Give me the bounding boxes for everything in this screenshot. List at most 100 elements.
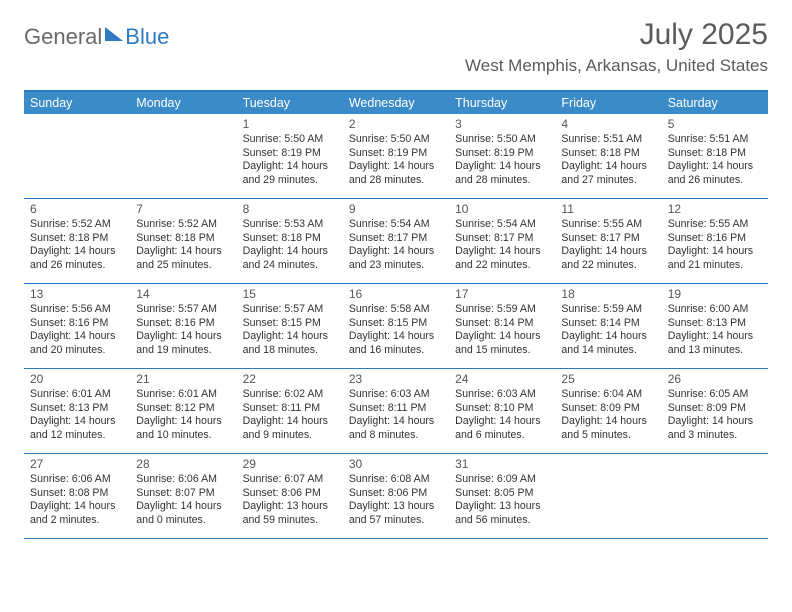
sunset-text: Sunset: 8:18 PM [243, 232, 337, 246]
day-number: 23 [349, 372, 443, 387]
sunrise-text: Sunrise: 6:04 AM [561, 388, 655, 402]
sunrise-text: Sunrise: 6:08 AM [349, 473, 443, 487]
calendar-day-cell: 8Sunrise: 5:53 AMSunset: 8:18 PMDaylight… [237, 199, 343, 283]
sunrise-text: Sunrise: 6:07 AM [243, 473, 337, 487]
sunset-text: Sunset: 8:16 PM [136, 317, 230, 331]
calendar-day-cell: 31Sunrise: 6:09 AMSunset: 8:05 PMDayligh… [449, 454, 555, 538]
sunrise-text: Sunrise: 5:59 AM [455, 303, 549, 317]
sunset-text: Sunset: 8:10 PM [455, 402, 549, 416]
sunset-text: Sunset: 8:05 PM [455, 487, 549, 501]
daylight-text: Daylight: 14 hours and 22 minutes. [561, 245, 655, 272]
calendar-day-cell: 12Sunrise: 5:55 AMSunset: 8:16 PMDayligh… [662, 199, 768, 283]
day-number: 28 [136, 457, 230, 472]
sunset-text: Sunset: 8:15 PM [243, 317, 337, 331]
daylight-text: Daylight: 14 hours and 26 minutes. [30, 245, 124, 272]
sunset-text: Sunset: 8:13 PM [668, 317, 762, 331]
calendar-day-cell: 29Sunrise: 6:07 AMSunset: 8:06 PMDayligh… [237, 454, 343, 538]
day-number: 16 [349, 287, 443, 302]
day-number: 29 [243, 457, 337, 472]
day-number: 12 [668, 202, 762, 217]
daylight-text: Daylight: 14 hours and 12 minutes. [30, 415, 124, 442]
sunset-text: Sunset: 8:19 PM [455, 147, 549, 161]
calendar-day-cell: 17Sunrise: 5:59 AMSunset: 8:14 PMDayligh… [449, 284, 555, 368]
day-number: 5 [668, 117, 762, 132]
calendar-week-row: 13Sunrise: 5:56 AMSunset: 8:16 PMDayligh… [24, 284, 768, 369]
sunrise-text: Sunrise: 6:03 AM [349, 388, 443, 402]
sunrise-text: Sunrise: 5:57 AM [136, 303, 230, 317]
calendar-day-cell: 4Sunrise: 5:51 AMSunset: 8:18 PMDaylight… [555, 114, 661, 198]
sunset-text: Sunset: 8:15 PM [349, 317, 443, 331]
calendar-day-cell: 30Sunrise: 6:08 AMSunset: 8:06 PMDayligh… [343, 454, 449, 538]
day-number: 6 [30, 202, 124, 217]
title-block: July 2025 West Memphis, Arkansas, United… [465, 18, 768, 76]
calendar-day-cell [555, 454, 661, 538]
sunrise-text: Sunrise: 5:52 AM [136, 218, 230, 232]
day-number: 13 [30, 287, 124, 302]
sunset-text: Sunset: 8:13 PM [30, 402, 124, 416]
sunrise-text: Sunrise: 5:50 AM [349, 133, 443, 147]
day-number: 15 [243, 287, 337, 302]
day-number: 31 [455, 457, 549, 472]
weekday-header: Tuesday [237, 92, 343, 114]
day-number: 22 [243, 372, 337, 387]
calendar-day-cell: 9Sunrise: 5:54 AMSunset: 8:17 PMDaylight… [343, 199, 449, 283]
daylight-text: Daylight: 14 hours and 8 minutes. [349, 415, 443, 442]
sunrise-text: Sunrise: 6:00 AM [668, 303, 762, 317]
daylight-text: Daylight: 14 hours and 6 minutes. [455, 415, 549, 442]
calendar-week-row: 6Sunrise: 5:52 AMSunset: 8:18 PMDaylight… [24, 199, 768, 284]
calendar-day-cell: 13Sunrise: 5:56 AMSunset: 8:16 PMDayligh… [24, 284, 130, 368]
day-number: 26 [668, 372, 762, 387]
daylight-text: Daylight: 14 hours and 9 minutes. [243, 415, 337, 442]
sunrise-text: Sunrise: 6:05 AM [668, 388, 762, 402]
weekday-header: Saturday [662, 92, 768, 114]
sunset-text: Sunset: 8:12 PM [136, 402, 230, 416]
sunset-text: Sunset: 8:18 PM [136, 232, 230, 246]
calendar-day-cell: 16Sunrise: 5:58 AMSunset: 8:15 PMDayligh… [343, 284, 449, 368]
calendar-day-cell: 24Sunrise: 6:03 AMSunset: 8:10 PMDayligh… [449, 369, 555, 453]
sunrise-text: Sunrise: 6:06 AM [136, 473, 230, 487]
calendar-day-cell: 10Sunrise: 5:54 AMSunset: 8:17 PMDayligh… [449, 199, 555, 283]
sunrise-text: Sunrise: 5:55 AM [561, 218, 655, 232]
day-number: 3 [455, 117, 549, 132]
calendar-day-cell: 3Sunrise: 5:50 AMSunset: 8:19 PMDaylight… [449, 114, 555, 198]
weekday-header: Friday [555, 92, 661, 114]
sunrise-text: Sunrise: 5:50 AM [455, 133, 549, 147]
day-number: 2 [349, 117, 443, 132]
daylight-text: Daylight: 14 hours and 18 minutes. [243, 330, 337, 357]
sunrise-text: Sunrise: 5:53 AM [243, 218, 337, 232]
day-number: 10 [455, 202, 549, 217]
calendar-day-cell [662, 454, 768, 538]
calendar-day-cell: 18Sunrise: 5:59 AMSunset: 8:14 PMDayligh… [555, 284, 661, 368]
day-number: 1 [243, 117, 337, 132]
calendar-day-cell: 19Sunrise: 6:00 AMSunset: 8:13 PMDayligh… [662, 284, 768, 368]
calendar-day-cell: 1Sunrise: 5:50 AMSunset: 8:19 PMDaylight… [237, 114, 343, 198]
day-number: 14 [136, 287, 230, 302]
calendar-body: 1Sunrise: 5:50 AMSunset: 8:19 PMDaylight… [24, 114, 768, 539]
calendar-day-cell: 26Sunrise: 6:05 AMSunset: 8:09 PMDayligh… [662, 369, 768, 453]
sunrise-text: Sunrise: 6:01 AM [30, 388, 124, 402]
sunset-text: Sunset: 8:17 PM [349, 232, 443, 246]
weekday-header-row: SundayMondayTuesdayWednesdayThursdayFrid… [24, 92, 768, 114]
calendar-day-cell: 2Sunrise: 5:50 AMSunset: 8:19 PMDaylight… [343, 114, 449, 198]
calendar-day-cell: 21Sunrise: 6:01 AMSunset: 8:12 PMDayligh… [130, 369, 236, 453]
weekday-header: Monday [130, 92, 236, 114]
day-number: 11 [561, 202, 655, 217]
calendar: SundayMondayTuesdayWednesdayThursdayFrid… [24, 90, 768, 539]
sunset-text: Sunset: 8:16 PM [668, 232, 762, 246]
weekday-header: Thursday [449, 92, 555, 114]
daylight-text: Daylight: 14 hours and 13 minutes. [668, 330, 762, 357]
calendar-day-cell: 25Sunrise: 6:04 AMSunset: 8:09 PMDayligh… [555, 369, 661, 453]
sunrise-text: Sunrise: 5:57 AM [243, 303, 337, 317]
day-number: 17 [455, 287, 549, 302]
sunset-text: Sunset: 8:06 PM [349, 487, 443, 501]
day-number: 18 [561, 287, 655, 302]
sunset-text: Sunset: 8:17 PM [455, 232, 549, 246]
sunrise-text: Sunrise: 5:50 AM [243, 133, 337, 147]
sunset-text: Sunset: 8:08 PM [30, 487, 124, 501]
daylight-text: Daylight: 14 hours and 10 minutes. [136, 415, 230, 442]
day-number: 19 [668, 287, 762, 302]
daylight-text: Daylight: 14 hours and 21 minutes. [668, 245, 762, 272]
sunrise-text: Sunrise: 5:54 AM [455, 218, 549, 232]
daylight-text: Daylight: 14 hours and 5 minutes. [561, 415, 655, 442]
sunrise-text: Sunrise: 6:06 AM [30, 473, 124, 487]
